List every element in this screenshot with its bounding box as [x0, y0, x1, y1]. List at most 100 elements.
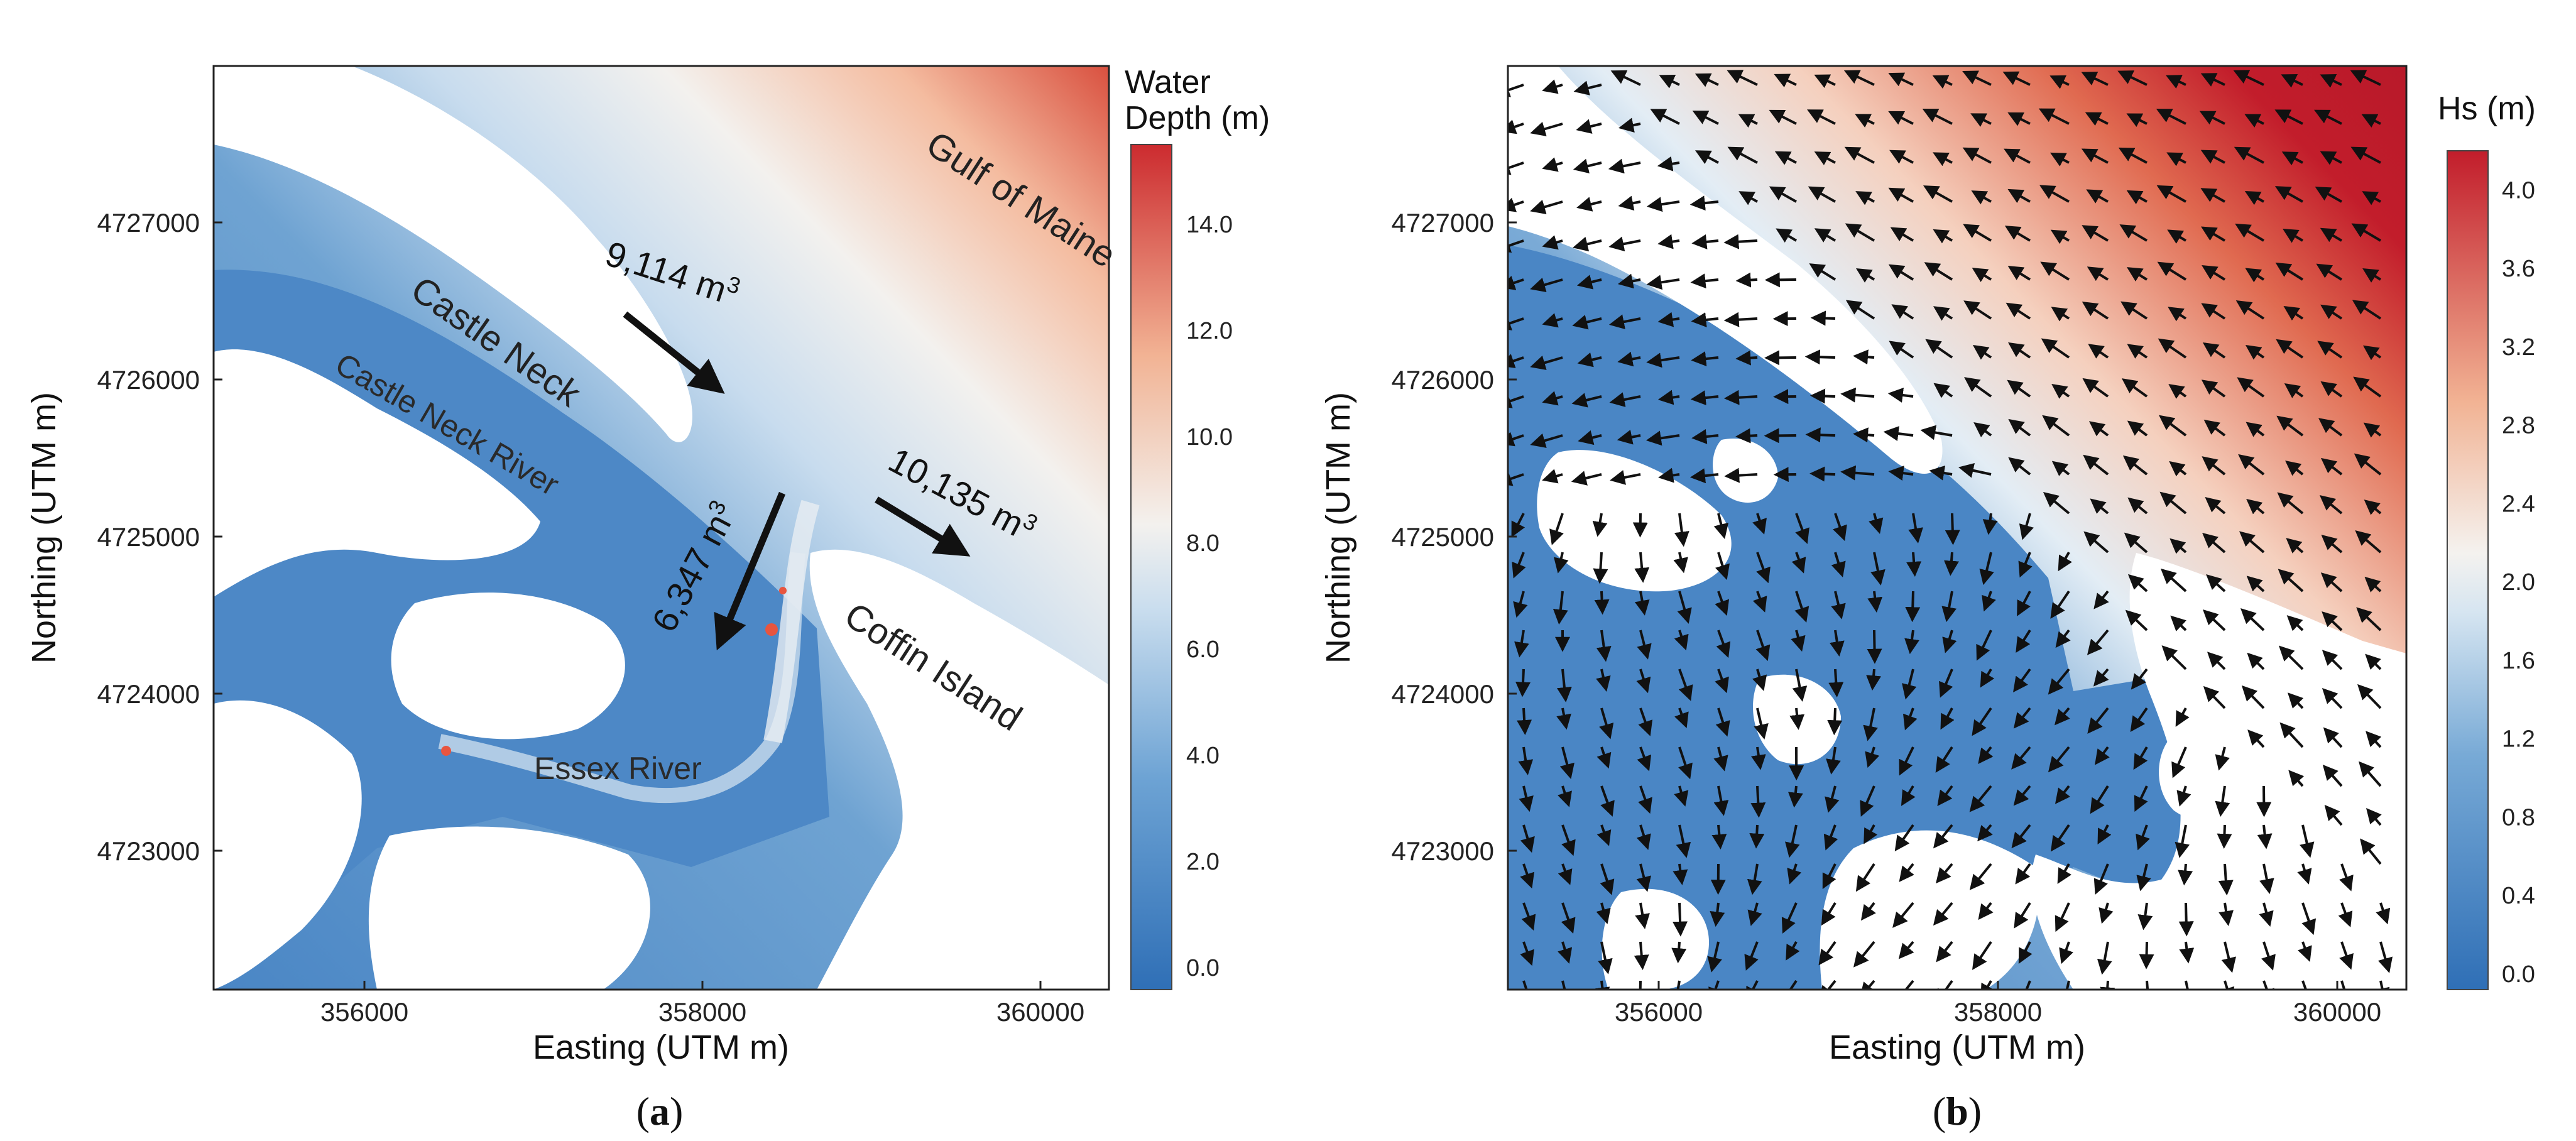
wave-vector	[2097, 824, 2112, 845]
wave-vector	[1542, 235, 1563, 250]
wave-vector	[2050, 229, 2070, 244]
wave-vector	[1977, 824, 1993, 842]
wave-vector	[1596, 824, 1612, 846]
wave-vector	[1645, 430, 1680, 446]
wave-vector	[2350, 146, 2381, 164]
wave-vector	[2175, 824, 2190, 858]
wave-vector	[1978, 902, 1994, 920]
y-tick-label: 4727000	[1391, 208, 1494, 237]
y-tick-label: 4723000	[97, 836, 200, 866]
wave-vector	[2086, 189, 2109, 204]
wave-vector	[1869, 513, 1884, 534]
wave-vector	[1982, 591, 1996, 612]
wave-vector	[1855, 863, 1875, 892]
wave-vector	[1673, 902, 1688, 937]
wave-vector	[1890, 227, 1914, 242]
wave-vector	[1925, 339, 1953, 359]
wave-vector	[1755, 630, 1771, 662]
wave-vector	[1889, 341, 1914, 359]
wave-vector	[1559, 746, 1575, 779]
wave-vector	[2008, 418, 2031, 437]
wave-vector	[2082, 302, 2109, 320]
wave-vector	[1678, 669, 1693, 701]
wave-vector	[1692, 111, 1719, 125]
wave-vector	[2083, 531, 2109, 554]
wave-vector	[2301, 902, 2317, 936]
wave-vector	[1962, 147, 1992, 164]
wave-vector	[2246, 498, 2265, 515]
wave-vector	[1902, 669, 1917, 700]
wave-vector	[1520, 941, 1534, 966]
wave-vector	[1972, 345, 1992, 360]
wave-vector	[1600, 785, 1615, 817]
wave-vector	[1738, 114, 1758, 128]
wave-vector	[1889, 150, 1914, 164]
wave-vector	[2040, 261, 2070, 281]
wave-vector	[1924, 262, 1953, 281]
wave-vector	[1821, 902, 1836, 926]
wave-vector	[1892, 902, 1914, 928]
wave-vector	[2233, 70, 2264, 86]
wave-vector	[1646, 275, 1680, 290]
wave-vector	[1657, 156, 1680, 172]
wave-vector	[1707, 941, 1722, 973]
wave-vector	[2130, 707, 2148, 732]
wave-vector	[2202, 609, 2226, 631]
wave-vector	[1515, 669, 1531, 697]
wave-vector	[2055, 902, 2070, 932]
wave-vector	[1750, 785, 1766, 818]
colorbar-tick-label: 2.8	[2502, 413, 2535, 439]
wave-vector	[1888, 111, 1914, 125]
wave-vector	[2166, 152, 2186, 167]
colorbar-tick-label: 10.0	[1186, 424, 1233, 450]
wave-vector	[2093, 668, 2109, 687]
wave-vector	[1678, 746, 1693, 780]
wave-vector	[1530, 277, 1563, 292]
wave-vector	[1899, 746, 1914, 776]
y-tick-label: 4725000	[1391, 522, 1494, 552]
wave-vector	[1673, 863, 1688, 885]
colorbar-scale-b	[2447, 150, 2489, 990]
wave-vector	[1945, 513, 1960, 545]
wave-vector	[2050, 824, 2070, 852]
wave-vector	[1840, 387, 1875, 403]
wave-vector	[2013, 668, 2031, 693]
wave-vector	[2239, 531, 2265, 554]
wave-vector	[1749, 824, 1765, 849]
wave-vector	[2238, 454, 2265, 476]
wave-vector	[1829, 630, 1845, 657]
wave-vector	[1901, 785, 1916, 806]
wave-vector	[1512, 552, 1526, 579]
wave-vector	[1676, 980, 1681, 990]
wave-vector	[2245, 345, 2265, 360]
wave-vector	[1553, 591, 1568, 625]
wave-vector	[2097, 941, 2112, 975]
wave-vector	[1715, 707, 1730, 737]
wave-vector	[1724, 390, 1758, 405]
wave-vector	[2083, 454, 2109, 476]
wave-vector	[1923, 185, 1953, 203]
wave-vector	[1888, 264, 1914, 281]
wave-vector	[1517, 707, 1532, 735]
wave-vector	[1814, 74, 1836, 89]
wave-vector	[1972, 268, 1992, 282]
wave-vector	[2202, 456, 2226, 476]
wave-vector	[1561, 824, 1576, 856]
wave-vector	[1787, 863, 1802, 885]
colorbar-tick-label: 2.4	[2502, 491, 2535, 517]
wave-vector	[1508, 82, 1524, 97]
wave-vector	[2286, 538, 2304, 554]
wave-vector	[2244, 114, 2264, 128]
wave-vector	[2176, 785, 2191, 807]
wave-vector	[2055, 707, 2070, 726]
wave-vector	[2364, 500, 2382, 515]
wave-vector	[2220, 980, 2235, 990]
wave-vector	[2363, 422, 2382, 438]
flux-arrow-south	[714, 491, 786, 651]
wave-vector	[2235, 300, 2265, 320]
wave-vector	[2283, 229, 2304, 243]
wave-vector	[1752, 591, 1767, 613]
wave-vector	[2351, 223, 2382, 242]
wave-vector	[2274, 109, 2303, 125]
wave-vector	[1542, 79, 1563, 94]
